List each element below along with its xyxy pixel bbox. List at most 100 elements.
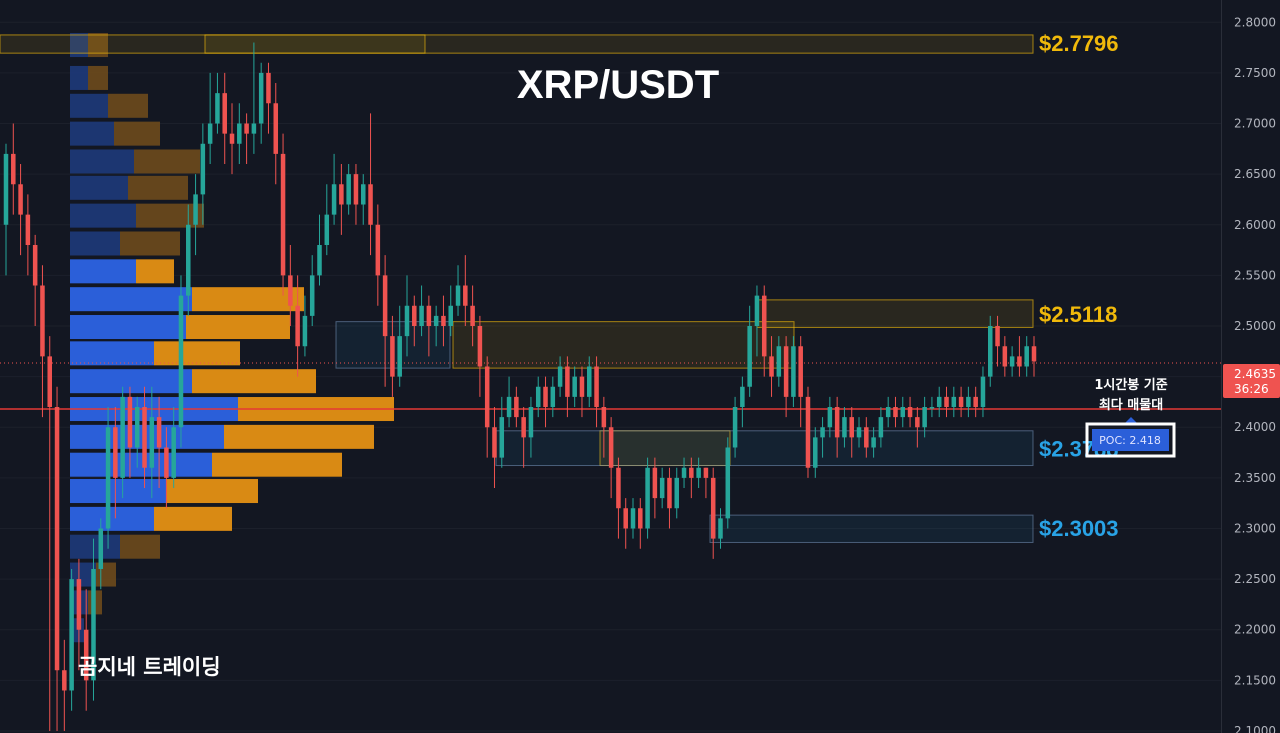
profile-buy-bar (70, 287, 192, 312)
candle-body (652, 467, 658, 499)
candle-body (309, 275, 315, 316)
profile-sell-bar (120, 534, 160, 559)
candle-body (820, 427, 825, 438)
candle-body (856, 427, 862, 438)
candle-body (237, 123, 242, 144)
profile-sell-bar (136, 259, 174, 284)
candle-body (266, 72, 271, 104)
candle-body (448, 305, 453, 327)
candle-body (514, 396, 519, 418)
candle-body (499, 417, 505, 458)
poc-badge (1092, 429, 1169, 451)
candle-body (98, 528, 104, 569)
candle-body (645, 467, 650, 529)
profile-sell-bar (120, 231, 180, 256)
profile-buy-bar (70, 121, 114, 146)
candle-body (944, 396, 949, 407)
candle-body (40, 285, 45, 357)
poc-note-line2: 최다 매물대 (1099, 397, 1163, 413)
candle-body (484, 366, 490, 428)
profile-buy-bar (70, 231, 120, 256)
candle-body (958, 396, 964, 407)
candle-body (178, 295, 184, 428)
candle-body (288, 275, 293, 306)
candle-body (878, 417, 884, 438)
poc-badge-label: POC: 2.418 (1099, 434, 1161, 447)
candle-body (11, 153, 16, 185)
candle-body (849, 417, 854, 438)
candle-body (280, 153, 286, 276)
profile-buy-bar (70, 369, 192, 394)
candle-body (142, 406, 147, 468)
axis-tick-label: 2.1500 (1234, 673, 1276, 687)
profile-buy-bar (70, 424, 224, 449)
candle-body (740, 386, 745, 407)
candle-body (149, 417, 155, 468)
profile-sell-bar (224, 424, 374, 449)
volume-profile (70, 33, 394, 643)
candle-body (69, 579, 74, 691)
candle-body (120, 396, 125, 478)
candle-body (317, 245, 322, 276)
profile-buy-bar (70, 93, 108, 118)
candle-body (273, 103, 279, 154)
candle-body (164, 447, 169, 478)
candle-body (572, 376, 577, 397)
profile-sell-bar (108, 93, 148, 118)
axis-tick-label: 2.3500 (1234, 471, 1276, 485)
candlesticks (3, 42, 1037, 731)
candle-body (229, 133, 235, 144)
candle-body (579, 376, 585, 397)
candle-body (995, 326, 1000, 347)
profile-buy-bar (70, 506, 154, 531)
axis-tick-label: 2.6500 (1234, 167, 1276, 181)
candle-body (76, 579, 82, 630)
candle-body (732, 406, 738, 448)
profile-buy-bar (70, 175, 128, 200)
price-axis[interactable]: 2.8000 2.7500 2.7000 2.6500 2.6000 2.5500 2.50… (1221, 0, 1280, 733)
profile-sell-bar (192, 369, 316, 394)
candle-body (186, 224, 191, 296)
profile-sell-bar (134, 149, 200, 174)
candle-body (805, 396, 811, 468)
profile-buy-bar (70, 534, 120, 559)
candle-body (463, 285, 468, 306)
candle-body (1031, 346, 1037, 362)
candle-body (915, 417, 920, 428)
axis-tick-label: 2.7000 (1234, 117, 1276, 131)
candle-body (492, 427, 497, 458)
current-price-badge (1223, 364, 1280, 398)
candle-body (375, 224, 381, 276)
candle-body (535, 386, 541, 407)
profile-sell-bar (212, 452, 342, 477)
candle-body (397, 336, 402, 377)
candle-body (550, 386, 556, 407)
candle-body (951, 396, 957, 407)
candle-body (761, 295, 767, 357)
candle-body (754, 295, 760, 327)
candle-body (973, 396, 978, 407)
candle-body (1009, 356, 1015, 367)
candle-body (601, 406, 607, 428)
candle-body (885, 406, 891, 418)
candle-body (842, 417, 847, 438)
candle-body (630, 508, 636, 529)
candle-body (893, 406, 898, 418)
profile-sell-bar (128, 175, 188, 200)
candle-body (302, 315, 308, 347)
candle-body (638, 508, 643, 529)
candle-body (258, 72, 264, 124)
profile-buy-bar (70, 65, 88, 90)
candle-body (419, 305, 424, 327)
poc-pointer-icon (1124, 417, 1138, 424)
demand-zone (495, 430, 1034, 467)
candle-body (222, 93, 227, 134)
candle-body (900, 406, 906, 418)
candle-body (470, 305, 475, 327)
candle-body (813, 437, 818, 468)
profile-sell-bar (192, 287, 304, 312)
candle-body (193, 194, 198, 225)
candle-body (659, 477, 665, 499)
